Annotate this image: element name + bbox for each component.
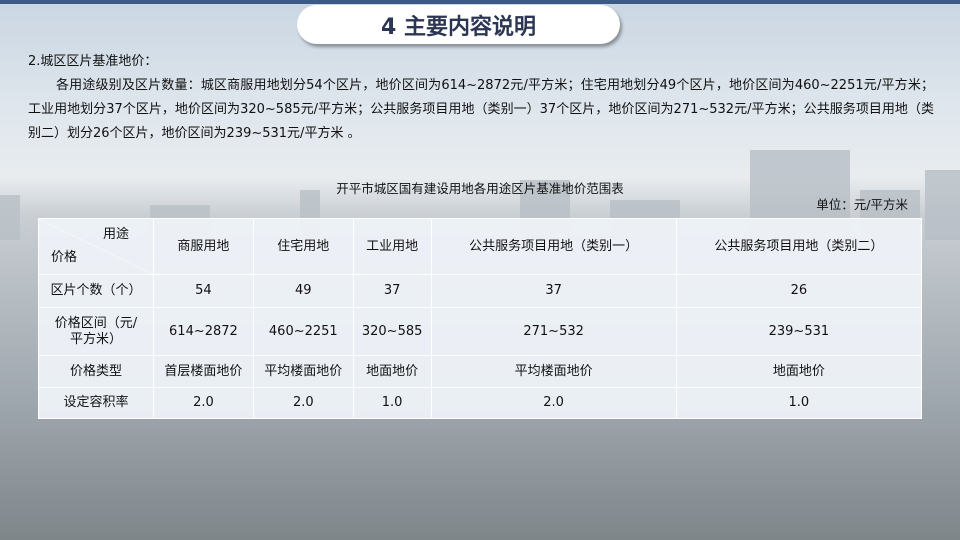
corner-top-label: 用途 bbox=[102, 227, 129, 242]
table-cell: 320~585 bbox=[352, 307, 432, 356]
table-cell: 49 bbox=[252, 274, 354, 308]
table-cell: 平均楼面地价 bbox=[252, 355, 354, 388]
table-cell: 1.0 bbox=[675, 387, 923, 419]
table-caption: 开平市城区国有建设用地各用途区片基准地价范围表 bbox=[336, 181, 624, 196]
table-cell: 首层楼面地价 bbox=[153, 355, 254, 388]
row-label: 价格类型 bbox=[38, 355, 154, 388]
column-header: 工业用地 bbox=[352, 218, 432, 275]
table-cell: 54 bbox=[153, 274, 254, 308]
table-cell: 239~531 bbox=[675, 307, 923, 356]
land-price-table: 用途价格 商服用地 住宅用地 工业用地 公共服务项目用地（类别一） 公共服务项目… bbox=[38, 218, 923, 419]
table-cell: 地面地价 bbox=[675, 355, 923, 388]
table-row: 设定容积率 2.0 2.0 1.0 2.0 1.0 bbox=[38, 387, 923, 419]
column-header: 公共服务项目用地（类别一） bbox=[430, 218, 677, 275]
table-cell: 614~2872 bbox=[153, 307, 254, 356]
table-cell: 平均楼面地价 bbox=[430, 355, 677, 388]
table-cell: 1.0 bbox=[352, 387, 432, 419]
page-title: 4 主要内容说明 bbox=[297, 5, 620, 44]
description-paragraph: 各用途级别及区片数量：城区商服用地划分54个区片，地价区间为614~2872元/… bbox=[28, 78, 934, 141]
table-cell: 地面地价 bbox=[352, 355, 432, 388]
table-cell: 37 bbox=[352, 274, 432, 308]
row-label: 设定容积率 bbox=[38, 387, 154, 419]
table-row: 区片个数（个） 54 49 37 37 26 bbox=[38, 274, 923, 308]
table-cell: 37 bbox=[430, 274, 677, 308]
corner-cell: 用途价格 bbox=[38, 218, 154, 275]
table-cell: 2.0 bbox=[430, 387, 677, 419]
column-header: 住宅用地 bbox=[252, 218, 354, 275]
table-row: 价格区间（元/平方米） 614~2872 460~2251 320~585 271~53… bbox=[38, 307, 923, 356]
row-label: 价格区间（元/平方米） bbox=[38, 307, 154, 356]
table-row: 价格类型 首层楼面地价 平均楼面地价 地面地价 平均楼面地价 地面地价 bbox=[38, 355, 923, 388]
table-cell: 460~2251 bbox=[252, 307, 354, 356]
table-unit: 单位：元/平方米 bbox=[816, 197, 908, 212]
table-cell: 2.0 bbox=[252, 387, 354, 419]
table-cell: 26 bbox=[675, 274, 923, 308]
table-cell: 271~532 bbox=[430, 307, 677, 356]
table-header-row: 用途价格 商服用地 住宅用地 工业用地 公共服务项目用地（类别一） 公共服务项目… bbox=[38, 218, 923, 275]
column-header: 公共服务项目用地（类别二） bbox=[675, 218, 923, 275]
section-heading: 2.城区区片基准地价： bbox=[28, 54, 158, 69]
table-cell: 2.0 bbox=[153, 387, 254, 419]
row-label: 区片个数（个） bbox=[38, 274, 154, 308]
corner-bottom-label: 价格 bbox=[51, 250, 78, 265]
column-header: 商服用地 bbox=[153, 218, 254, 275]
top-bar bbox=[0, 0, 960, 4]
